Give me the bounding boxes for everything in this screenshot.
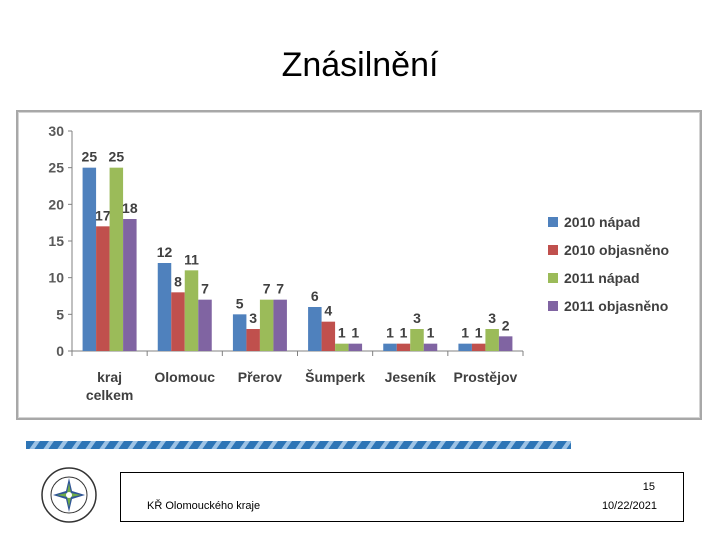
bar-value-label: 3	[488, 310, 496, 326]
bar	[232, 314, 247, 351]
decorative-stripe	[26, 441, 571, 449]
y-tick-label: 20	[48, 196, 64, 212]
bar	[383, 343, 397, 351]
bar	[171, 292, 185, 351]
bar	[109, 167, 124, 351]
bar-value-label: 8	[174, 273, 182, 289]
bar-value-label: 1	[427, 325, 435, 341]
x-category-label: Šumperk	[305, 368, 365, 385]
bar-value-label: 1	[386, 325, 394, 341]
bar	[123, 219, 137, 351]
y-tick-label: 30	[48, 123, 64, 139]
bar	[96, 226, 110, 351]
bar	[157, 263, 172, 351]
bar	[471, 343, 486, 351]
bar	[423, 343, 438, 351]
bar	[458, 343, 472, 351]
bar	[498, 336, 513, 351]
bar-value-label: 2	[502, 317, 510, 333]
x-category-label: Přerov	[238, 369, 283, 385]
x-category-label: Olomouc	[154, 369, 215, 385]
police-star-icon	[41, 467, 97, 523]
legend-swatch	[548, 245, 558, 255]
bar	[396, 343, 411, 351]
bar	[273, 299, 287, 351]
bar-value-label: 7	[263, 281, 271, 297]
x-category-label: Jeseník	[385, 369, 437, 385]
bar	[485, 329, 499, 351]
bar-value-label: 11	[184, 251, 199, 267]
bar	[321, 321, 336, 351]
organization-name: KŘ Olomouckého kraje	[147, 500, 261, 512]
bar-value-label: 7	[201, 281, 209, 297]
y-tick-label: 0	[56, 343, 64, 359]
bar	[246, 329, 260, 351]
x-category-label: Prostějov	[454, 369, 518, 385]
bar-value-label: 5	[236, 295, 244, 311]
bar-value-label: 1	[461, 325, 469, 341]
legend-swatch	[548, 217, 558, 227]
bar-value-label: 1	[351, 325, 359, 341]
bar	[82, 167, 97, 351]
slide-footer: 15 KŘ Olomouckého kraje 10/22/2021	[120, 472, 684, 522]
legend-label: 2011 objasněno	[564, 298, 668, 314]
bar	[308, 307, 322, 351]
legend-swatch	[548, 273, 558, 283]
x-category-label: celkem	[86, 387, 133, 403]
bar-value-label: 1	[338, 325, 346, 341]
y-tick-label: 15	[48, 233, 64, 249]
bar	[198, 299, 212, 351]
bar-value-label: 25	[109, 149, 125, 165]
bar-value-label: 6	[311, 288, 319, 304]
y-tick-label: 25	[48, 160, 64, 176]
bar-value-label: 1	[400, 325, 408, 341]
bar	[335, 343, 349, 351]
bar-value-label: 3	[249, 310, 257, 326]
bar-value-label: 17	[95, 207, 111, 223]
x-category-label: kraj	[97, 369, 122, 385]
chart-frame: 0 5 10 15 20 25 30 25 17 25 18 kraj celkem 12 8 11 7 Olom…	[16, 110, 702, 420]
bar-value-label: 3	[413, 310, 421, 326]
legend-label: 2010 objasněno	[564, 242, 669, 258]
bar-value-label: 18	[122, 200, 138, 216]
slide-title: Znásilnění	[281, 46, 439, 84]
legend-swatch	[548, 301, 558, 311]
slide-date: 10/22/2021	[601, 500, 657, 512]
legend-label: 2011 nápad	[564, 270, 640, 286]
page-number: 15	[642, 481, 655, 493]
y-tick-label: 10	[48, 270, 64, 286]
bar	[259, 299, 274, 351]
legend-label: 2010 nápad	[564, 214, 640, 230]
bar-value-label: 7	[276, 281, 284, 297]
bar	[184, 270, 199, 351]
bar-value-label: 4	[324, 303, 332, 319]
y-tick-label: 5	[56, 306, 64, 322]
bar	[410, 329, 424, 351]
bar-value-label: 1	[475, 325, 483, 341]
bar-value-label: 25	[82, 149, 98, 165]
bar-chart: 05101520253025172518krajcelkem128117Olom…	[48, 123, 669, 403]
bar-value-label: 12	[157, 244, 173, 260]
bar	[348, 343, 363, 351]
